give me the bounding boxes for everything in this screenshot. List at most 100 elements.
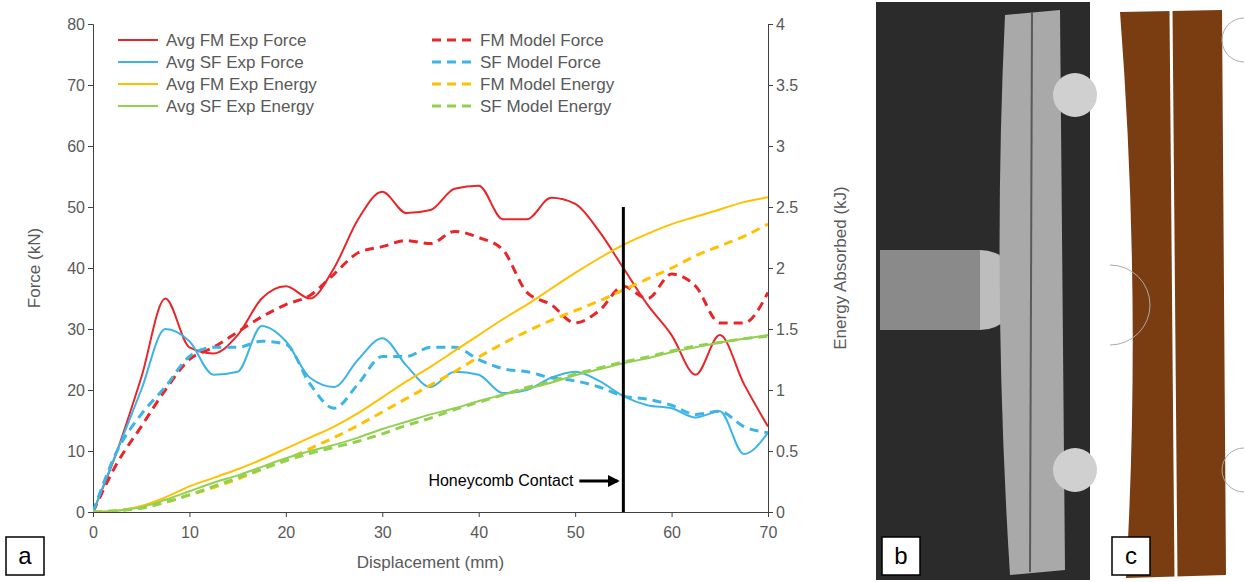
panel-label: a [18,542,32,569]
tick: 3.5 [768,77,798,94]
legend-swatch [432,61,472,64]
annotation-line [622,207,625,512]
tick: 40 [470,512,488,541]
fixture [880,250,980,330]
tick: 10 [181,512,199,541]
tick-label: 50 [67,199,85,216]
tick: 3 [768,138,785,155]
legend-label: FM Model Force [480,31,604,50]
legend-label: Avg SF Exp Energy [166,97,315,116]
tick-label: 60 [67,138,85,155]
tick: 2.5 [768,199,798,216]
tick-label: 20 [67,382,85,399]
legend-swatch [432,83,472,86]
legend-swatch [432,39,472,42]
tick: 70 [760,512,778,541]
legend-label: Avg SF Exp Force [166,53,304,72]
tick: 20 [277,512,295,541]
tick-mark [88,24,93,25]
tick-mark [768,329,773,330]
tick: 1 [768,382,785,399]
legend: Avg FM Exp Force FM Model Force Avg SF Exp… [118,31,615,116]
tick-mark [88,329,93,330]
y-axis: 0 10 20 30 40 50 60 70 80 [67,16,93,521]
tick-mark [88,512,93,513]
legend-label: SF Model Force [480,53,601,72]
tick-mark [575,512,576,517]
tick-label: 0 [76,504,85,521]
tick-label: 60 [663,524,681,541]
panel-label-box [1112,537,1150,575]
tick-label: 40 [470,524,488,541]
legend-label: SF Model Energy [480,97,612,116]
series-line [93,335,768,512]
panel-label-box [6,537,44,575]
series-line [93,224,768,512]
tick-label: 70 [760,524,778,541]
tick-mark [768,268,773,269]
series-line [93,186,768,512]
tick-label: 2 [776,260,785,277]
y-axis-title: Force (kN) [25,228,44,308]
tick-mark [768,512,773,513]
tick: 0.5 [768,443,798,460]
tick-label: 0 [89,524,98,541]
tick-mark [479,512,480,517]
panel-label: b [894,542,907,569]
annotation-arrow [579,480,617,483]
beam-seam [1030,12,1032,572]
tick: 40 [67,260,93,277]
tick: 30 [374,512,392,541]
tick-label: 3 [776,138,785,155]
tick-mark [672,512,673,517]
x-axis-title: Displacement (mm) [357,553,504,572]
series-line [93,231,768,512]
legend-label: Avg FM Exp Force [166,31,306,50]
tick: 60 [67,138,93,155]
series-line [93,197,768,512]
axis-line [769,25,774,513]
plot-area [93,186,768,512]
tick-label: 0.5 [776,443,798,460]
y2-axis: 00.511.522.533.54 [768,16,798,521]
tick: 0 [768,504,785,521]
tick-label: 10 [181,524,199,541]
tick-mark [189,512,190,517]
tick-mark [286,512,287,517]
tick-mark [382,512,383,517]
tick-label: 80 [67,16,85,33]
support [1053,448,1097,492]
tick-mark [88,207,93,208]
tick-label: 1 [776,382,785,399]
axis-line [88,25,94,513]
tick-mark [88,268,93,269]
model-beam [1120,10,1226,578]
legend-swatch [118,39,158,41]
legend-swatch [118,105,158,107]
legend-swatch [118,61,158,63]
tick-label: 2.5 [776,199,798,216]
tick: 10 [67,443,93,460]
tick: 50 [67,199,93,216]
tick-label: 3.5 [776,77,798,94]
tick: 1.5 [768,321,798,338]
support [1053,73,1097,117]
legend-swatch [118,83,158,85]
tick-label: 10 [67,443,85,460]
tick: 70 [67,77,93,94]
photo-b [876,2,1097,580]
tick: 50 [567,512,585,541]
x-axis: 0 10 20 30 40 50 60 70 [89,512,777,541]
tick-label: 1.5 [776,321,798,338]
tick-mark [768,390,773,391]
tick-label: 50 [567,524,585,541]
y2-axis-title: Energy Absorbed (kJ) [831,186,850,349]
tick-label: 20 [277,524,295,541]
model-c [1110,10,1244,578]
tick-mark [768,207,773,208]
tick-mark [88,451,93,452]
tick-label: 30 [67,321,85,338]
legend-label: FM Model Energy [480,75,615,94]
tick-label: 70 [67,77,85,94]
tick-mark [88,146,93,147]
